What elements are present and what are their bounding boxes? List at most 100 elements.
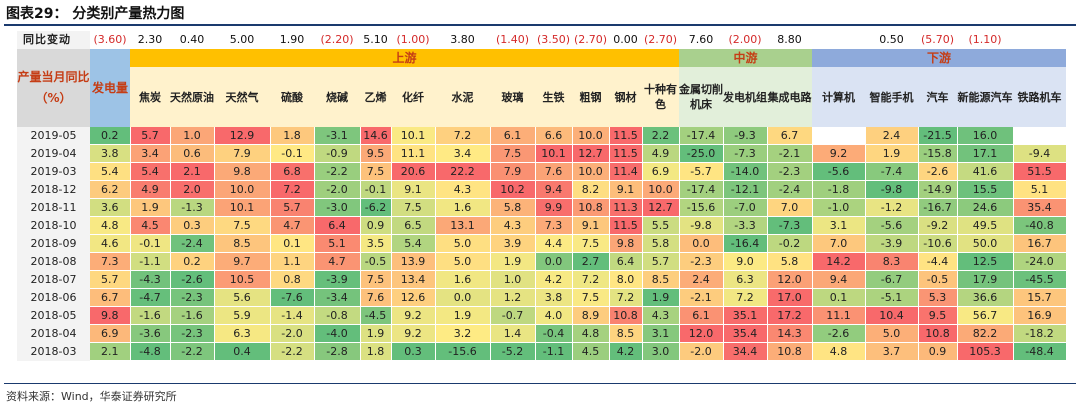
column-header: 钢材	[609, 67, 642, 127]
column-header: 发电机组	[723, 67, 767, 127]
heat-cell: 6.5	[391, 216, 436, 235]
heat-cell: 4.6	[90, 234, 131, 253]
heat-cell: -1.6	[130, 306, 171, 325]
heat-cell: -3.6	[130, 324, 171, 343]
heat-cell: 10.1	[214, 198, 271, 217]
heat-cell: -1.2	[865, 198, 919, 217]
column-header: 新能源汽车	[957, 67, 1013, 127]
heat-cell: 0.0	[435, 288, 491, 307]
heat-cell: 3.8	[90, 144, 131, 163]
heat-cell: -0.7	[490, 306, 536, 325]
row-date: 2018-12	[17, 180, 90, 199]
heat-cell: -0.1	[270, 144, 315, 163]
heat-cell: 2.0	[170, 180, 215, 199]
group-label: 中游	[679, 49, 812, 67]
heat-cell: 6.3	[723, 270, 768, 289]
heat-cell: 7.3	[535, 216, 573, 235]
heat-cell: -5.1	[865, 288, 919, 307]
heat-cell: -1.8	[812, 180, 866, 199]
column-header-power: 发电量	[90, 49, 130, 127]
heat-cell: 5.1	[1013, 180, 1067, 199]
heat-cell	[1013, 127, 1067, 145]
heat-cell: 7.5	[360, 270, 392, 289]
heat-cell: 1.2	[490, 288, 536, 307]
heat-cell: 9.7	[214, 252, 271, 271]
heat-cell: -14.9	[918, 180, 958, 199]
heat-cell: 0.3	[170, 216, 215, 235]
heat-cell: 9.8	[214, 162, 271, 181]
heat-cell: 12.6	[391, 288, 436, 307]
heat-cell: -45.5	[1013, 270, 1067, 289]
heat-cell: 5.4	[130, 162, 171, 181]
heat-cell: 5.7	[90, 270, 131, 289]
change-cell: 8.80	[777, 33, 802, 46]
heat-cell: -9.8	[679, 216, 724, 235]
heat-cell: 10.5	[214, 270, 271, 289]
change-cell: (2.70)	[643, 33, 678, 46]
heat-cell: -5.6	[865, 216, 919, 235]
column-header: 计算机	[812, 67, 865, 127]
heat-cell: 7.9	[490, 162, 536, 181]
heat-cell: 1.6	[435, 270, 491, 289]
heat-cell: 7.2	[270, 180, 315, 199]
heat-cell: 10.1	[391, 127, 436, 145]
heat-cell: 49.5	[957, 216, 1014, 235]
heat-cell: -1.1	[535, 342, 573, 361]
heat-cell: 3.1	[812, 216, 866, 235]
heat-cell: -2.4	[170, 234, 215, 253]
heat-cell: 7.5	[360, 162, 392, 181]
heat-cell: 2.7	[572, 252, 610, 271]
heat-cell: 5.0	[435, 234, 491, 253]
heat-cell: -0.2	[767, 234, 813, 253]
heat-cell: 24.6	[957, 198, 1014, 217]
change-cell: (3.50)	[536, 33, 571, 46]
heat-cell: 0.1	[812, 288, 866, 307]
heat-cell: 6.9	[90, 324, 131, 343]
heat-cell: -9.3	[723, 127, 768, 145]
change-cell: (2.20)	[320, 33, 354, 46]
heat-cell: 22.2	[435, 162, 491, 181]
heat-cell: -9.2	[918, 216, 958, 235]
heat-cell: 6.2	[90, 180, 131, 199]
heat-cell: 7.2	[723, 288, 768, 307]
heat-cell: -2.1	[767, 144, 813, 163]
table-row: 2018-04 6.9 -3.6 -2.3 6.3 -2.0 -4.0 1.9 9.2 3.2 1.…	[17, 324, 1067, 343]
change-cell: 3.80	[450, 33, 475, 46]
heat-cell: 51.5	[1013, 162, 1067, 181]
heat-cell: 10.8	[767, 342, 813, 361]
heat-cell: -9.4	[1013, 144, 1067, 163]
heat-cell: 8.5	[214, 234, 271, 253]
heat-cell: 105.3	[957, 342, 1014, 361]
heat-cell: 7.3	[90, 252, 131, 271]
column-header: 天然原油	[170, 67, 214, 127]
row-date: 2019-04	[17, 144, 90, 163]
table-row: 2019-05 0.2 5.7 1.0 12.9 1.8 -3.1 14.6 10.1 7.2 6.…	[17, 127, 1067, 145]
heat-cell: 5.0	[435, 252, 491, 271]
heat-cell: -4.0	[314, 324, 361, 343]
heat-cell: 9.5	[918, 306, 958, 325]
change-cell	[1013, 31, 1066, 49]
heat-cell: 10.1	[535, 144, 573, 163]
heat-cell: 5.5	[642, 216, 680, 235]
heat-cell: 1.8	[360, 342, 392, 361]
heat-cell: 5.9	[214, 306, 271, 325]
heat-cell: 8.5	[642, 270, 680, 289]
heat-cell: -16.7	[918, 198, 958, 217]
heat-cell: -6.2	[360, 198, 392, 217]
heat-cell: 10.8	[609, 306, 643, 325]
heat-cell: 16.7	[1013, 234, 1067, 253]
heat-cell: 3.5	[360, 234, 392, 253]
heat-cell: 9.5	[360, 144, 392, 163]
heat-cell: 7.5	[572, 234, 610, 253]
row-date: 2018-06	[17, 288, 90, 307]
heat-cell: 5.4	[391, 234, 436, 253]
heat-cell: 4.7	[270, 216, 315, 235]
heat-cell: -2.0	[270, 324, 315, 343]
table-row: 2018-12 6.2 4.9 2.0 10.0 7.2 -2.0 -0.1 9.1 4.3 10.…	[17, 180, 1067, 199]
heat-cell: 9.1	[572, 216, 610, 235]
heat-cell: 9.8	[609, 234, 643, 253]
heat-cell: 10.8	[572, 198, 610, 217]
heat-cell: -2.6	[918, 162, 958, 181]
heat-cell: 5.8	[767, 252, 813, 271]
heat-cell: 11.5	[609, 127, 643, 145]
